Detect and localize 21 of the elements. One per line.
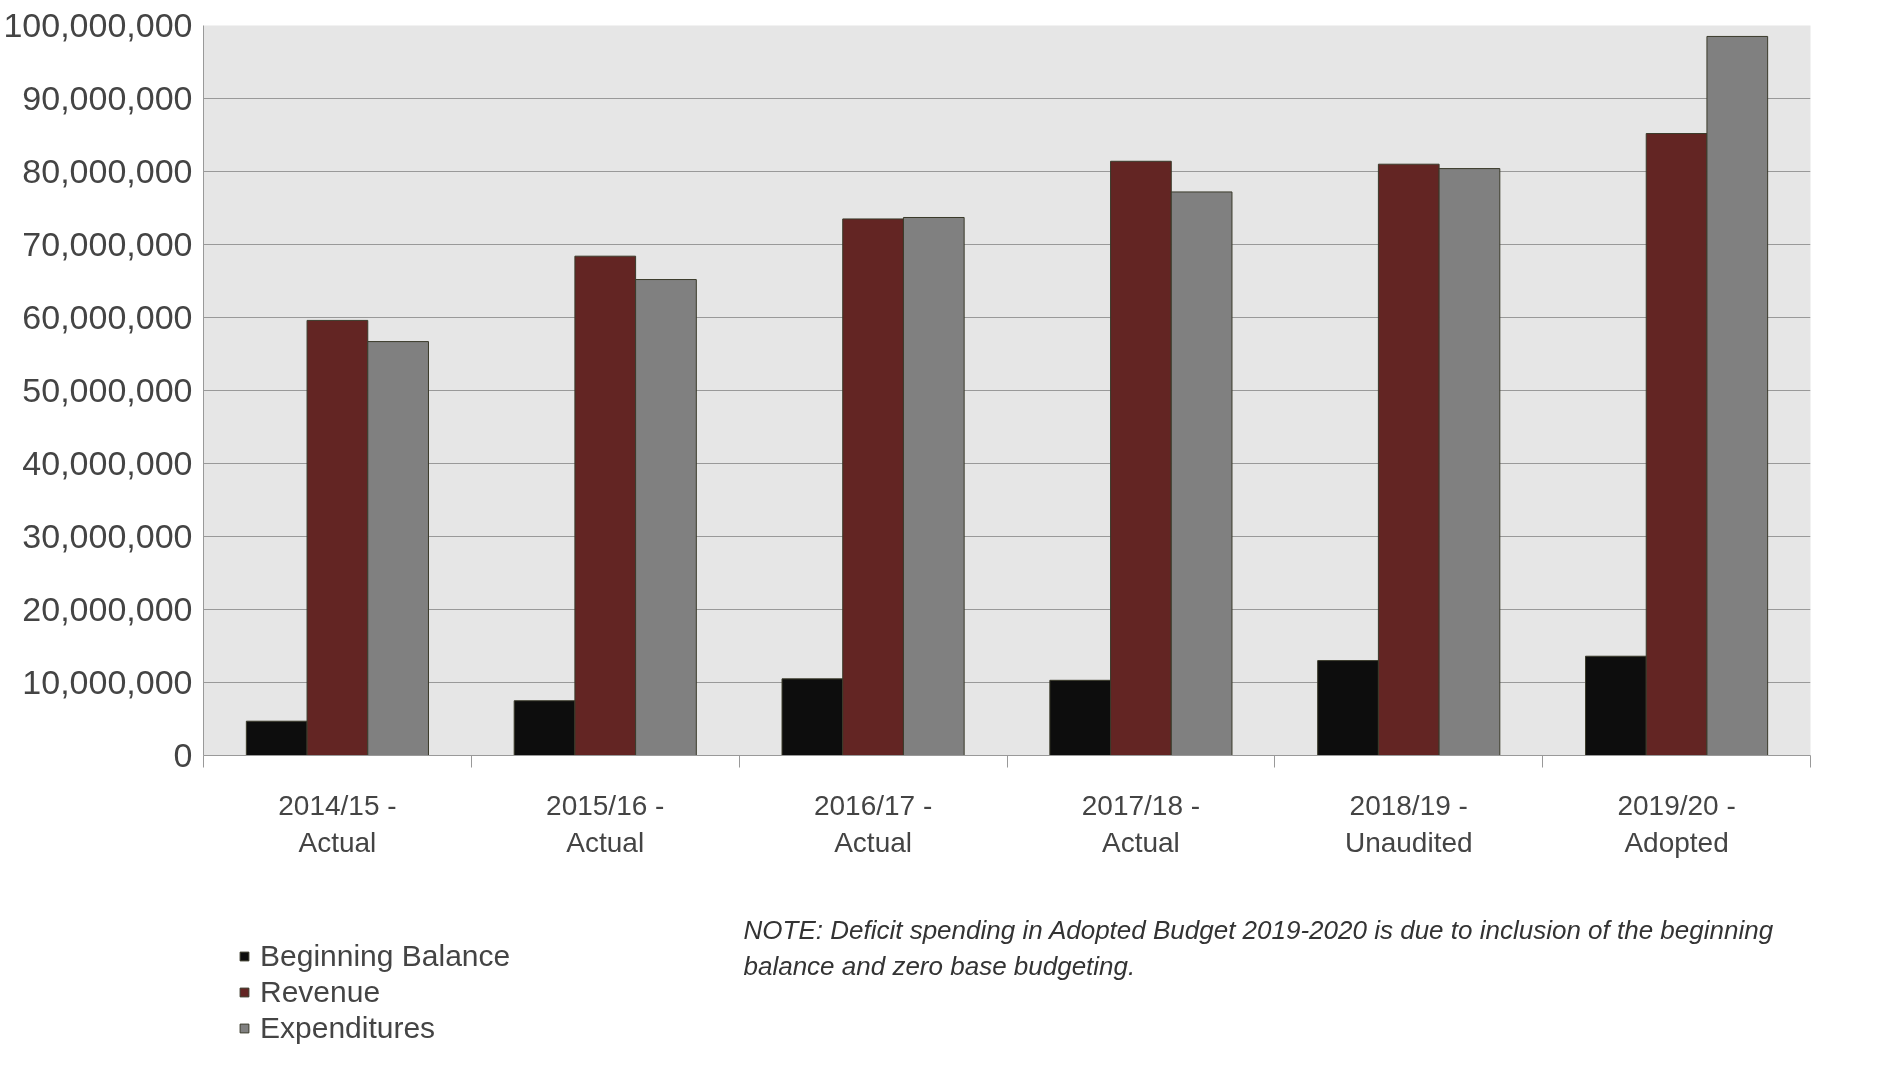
y-tick-label: 50,000,000: [22, 371, 193, 409]
x-tick-label: 2014/15 - Actual: [278, 789, 397, 858]
x-tick-label: 2015/16 - Actual: [546, 789, 665, 858]
y-tick-label: 70,000,000: [22, 225, 193, 263]
legend-label: Revenue: [260, 975, 381, 1009]
y-tick-label: 10,000,000: [22, 663, 193, 701]
y-tick-label: 30,000,000: [22, 517, 193, 555]
y-tick-label: 0: [173, 736, 193, 774]
text: NOTE: Deficit spending in Adopted Budget 2019-2020 is due to inclusion of the beginning balance and zero base budgeting.: [743, 914, 1774, 981]
y-tick-label: 20,000,000: [22, 590, 193, 628]
y-tick-label: 90,000,000: [22, 79, 193, 117]
legend-label: Expenditures: [260, 1011, 436, 1045]
y-tick-label: 60,000,000: [22, 298, 193, 336]
y-tick-label: 40,000,000: [22, 444, 193, 482]
x-tick-label: 2017/18 - Actual: [1081, 789, 1201, 858]
y-tick-label: 100,000,000: [3, 6, 193, 44]
x-tick-label: 2016/17 - Actual: [813, 789, 933, 858]
x-tick-label: 2018/19 - Unaudited: [1344, 789, 1473, 858]
x-tick-label: 2019/20 - Adopted: [1617, 789, 1736, 858]
legend-label: Beginning Balance: [260, 939, 511, 973]
y-tick-label: 80,000,000: [22, 152, 193, 190]
